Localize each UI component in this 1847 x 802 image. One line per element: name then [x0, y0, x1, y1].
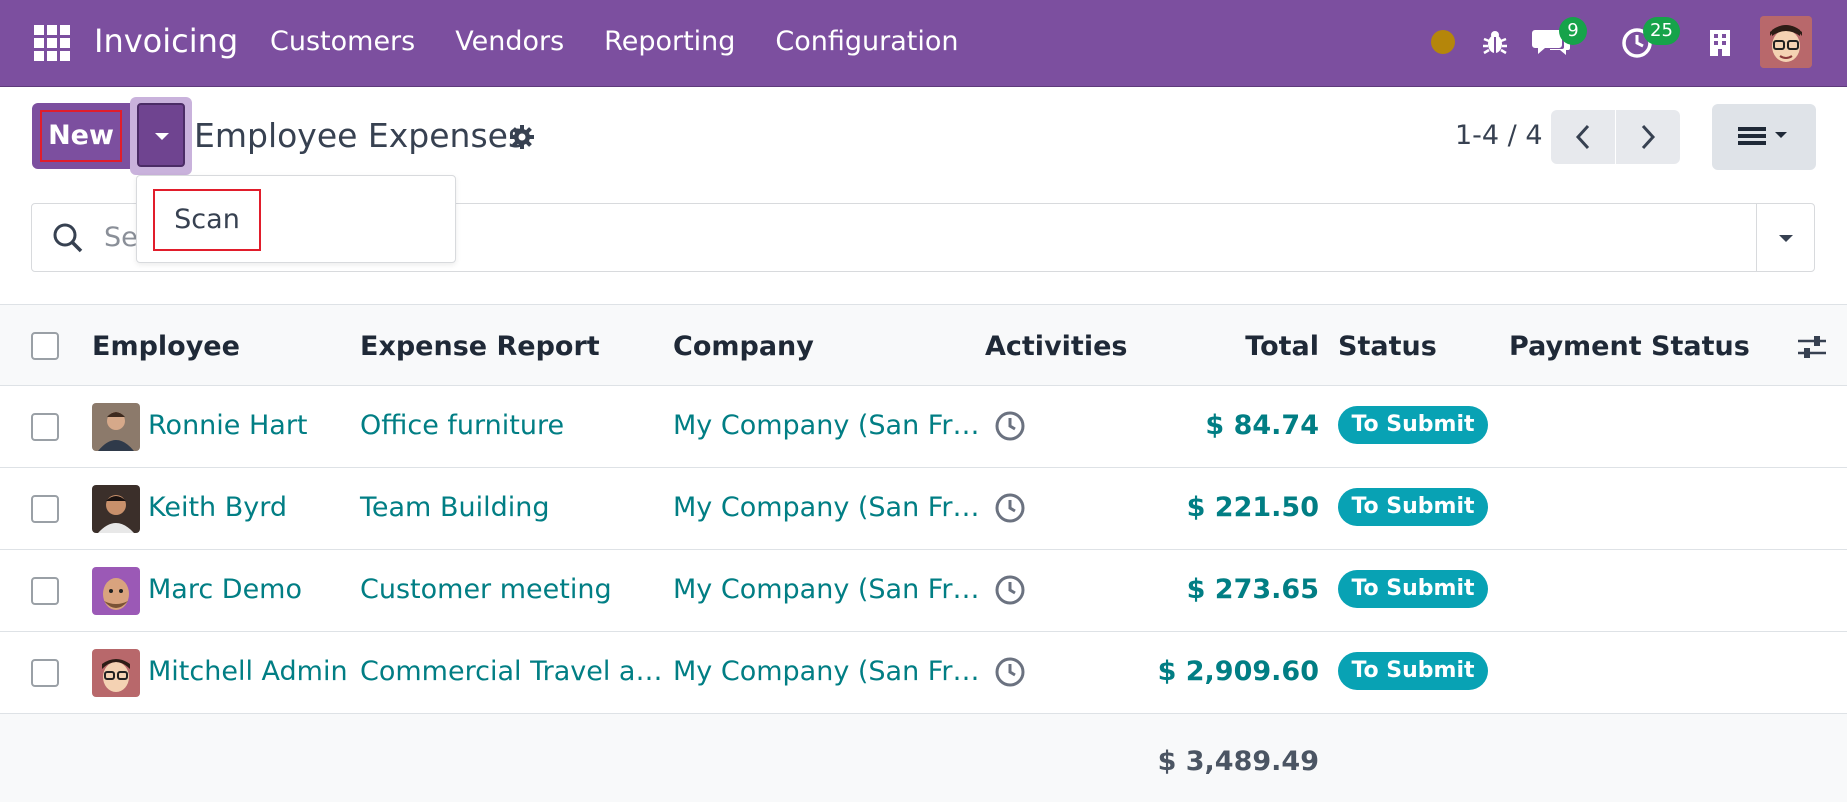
- messages-count-badge: 9: [1559, 17, 1587, 45]
- search-input[interactable]: Se: [104, 222, 138, 253]
- main-menu: Customers Vendors Reporting Configuratio…: [270, 26, 999, 57]
- menu-vendors[interactable]: Vendors: [455, 26, 565, 57]
- new-dropdown-toggle-inner: [137, 103, 185, 167]
- expenses-table: Employee Expense Report Company Activiti…: [0, 304, 1847, 802]
- row-checkbox[interactable]: [31, 495, 59, 523]
- status-badge: To Submit: [1338, 652, 1488, 690]
- table-header: Employee Expense Report Company Activiti…: [0, 304, 1847, 386]
- row-checkbox[interactable]: [31, 413, 59, 441]
- pager-next-button[interactable]: [1616, 110, 1680, 164]
- employee-name[interactable]: Mitchell Admin: [148, 656, 348, 687]
- search-bar[interactable]: Se: [31, 203, 1815, 272]
- apps-menu-icon[interactable]: [34, 25, 70, 61]
- caret-down-icon: [155, 133, 169, 140]
- header-activities[interactable]: Activities: [985, 331, 1128, 362]
- chevron-left-icon: [1575, 124, 1590, 150]
- scan-menu-item[interactable]: Scan: [153, 189, 261, 251]
- page-title: Employee Expenses: [194, 116, 526, 155]
- total-amount: $ 84.74: [1205, 410, 1319, 441]
- list-view-switcher[interactable]: [1712, 104, 1816, 170]
- employee-name[interactable]: Marc Demo: [148, 574, 302, 605]
- activity-clock-icon[interactable]: [994, 656, 1026, 688]
- app-brand[interactable]: Invoicing: [94, 22, 239, 60]
- activity-clock-icon[interactable]: [994, 410, 1026, 442]
- total-amount: $ 273.65: [1186, 574, 1319, 605]
- gear-icon[interactable]: [509, 124, 535, 150]
- table-row[interactable]: Mitchell Admin Commercial Travel a… My C…: [0, 632, 1847, 714]
- new-button-label: New: [40, 110, 122, 162]
- expense-report[interactable]: Office furniture: [360, 410, 565, 441]
- user-avatar[interactable]: [1760, 16, 1812, 68]
- bug-icon[interactable]: [1480, 27, 1510, 57]
- table-row[interactable]: Marc Demo Customer meeting My Company (S…: [0, 550, 1847, 632]
- activities-count-badge: 25: [1643, 17, 1680, 45]
- employee-avatar: [92, 485, 140, 533]
- company-building-icon[interactable]: [1708, 28, 1732, 58]
- expense-report[interactable]: Customer meeting: [360, 574, 612, 605]
- total-amount: $ 221.50: [1186, 492, 1319, 523]
- company-name[interactable]: My Company (San Fr…: [673, 410, 980, 441]
- row-checkbox[interactable]: [31, 577, 59, 605]
- select-all-checkbox[interactable]: [31, 332, 59, 360]
- employee-avatar: [92, 403, 140, 451]
- employee-name[interactable]: Keith Byrd: [148, 492, 288, 523]
- status-badge: To Submit: [1338, 406, 1488, 444]
- activity-clock-icon[interactable]: [994, 574, 1026, 606]
- table-row[interactable]: Ronnie Hart Office furniture My Company …: [0, 386, 1847, 468]
- company-name[interactable]: My Company (San Fr…: [673, 492, 980, 523]
- top-navbar: Invoicing Customers Vendors Reporting Co…: [0, 0, 1847, 87]
- search-icon: [53, 223, 83, 253]
- new-button[interactable]: New: [32, 103, 132, 169]
- menu-configuration[interactable]: Configuration: [775, 26, 959, 57]
- chevron-right-icon: [1641, 124, 1656, 150]
- header-expense-report[interactable]: Expense Report: [360, 331, 600, 362]
- employee-name[interactable]: Ronnie Hart: [148, 410, 308, 441]
- new-dropdown-toggle[interactable]: [130, 97, 192, 175]
- company-name[interactable]: My Company (San Fr…: [673, 656, 980, 687]
- presence-status-icon[interactable]: [1431, 30, 1455, 54]
- new-dropdown-menu: Scan: [136, 175, 456, 263]
- status-badge: To Submit: [1338, 570, 1488, 608]
- menu-reporting[interactable]: Reporting: [604, 26, 736, 57]
- employee-avatar: [92, 649, 140, 697]
- list-view-icon: [1738, 127, 1787, 145]
- table-row[interactable]: Keith Byrd Team Building My Company (San…: [0, 468, 1847, 550]
- pager-previous-button[interactable]: [1551, 110, 1615, 164]
- header-status[interactable]: Status: [1338, 331, 1437, 362]
- table-footer: $ 3,489.49: [0, 714, 1847, 802]
- row-checkbox[interactable]: [31, 659, 59, 687]
- total-amount: $ 2,909.60: [1157, 656, 1319, 687]
- header-company[interactable]: Company: [673, 331, 814, 362]
- optional-columns-icon[interactable]: [1796, 333, 1828, 361]
- grand-total: $ 3,489.49: [1157, 746, 1319, 777]
- expense-report[interactable]: Team Building: [360, 492, 550, 523]
- pager-value[interactable]: 1-4 / 4: [1455, 120, 1543, 151]
- header-employee[interactable]: Employee: [92, 331, 240, 362]
- header-total[interactable]: Total: [1245, 331, 1319, 362]
- status-badge: To Submit: [1338, 488, 1488, 526]
- search-options-toggle[interactable]: [1756, 204, 1814, 271]
- activity-clock-icon[interactable]: [994, 492, 1026, 524]
- expense-report[interactable]: Commercial Travel a…: [360, 656, 663, 687]
- company-name[interactable]: My Company (San Fr…: [673, 574, 980, 605]
- header-payment-status[interactable]: Payment Status: [1509, 331, 1750, 362]
- employee-avatar: [92, 567, 140, 615]
- caret-down-icon: [1779, 235, 1793, 242]
- menu-customers[interactable]: Customers: [270, 26, 416, 57]
